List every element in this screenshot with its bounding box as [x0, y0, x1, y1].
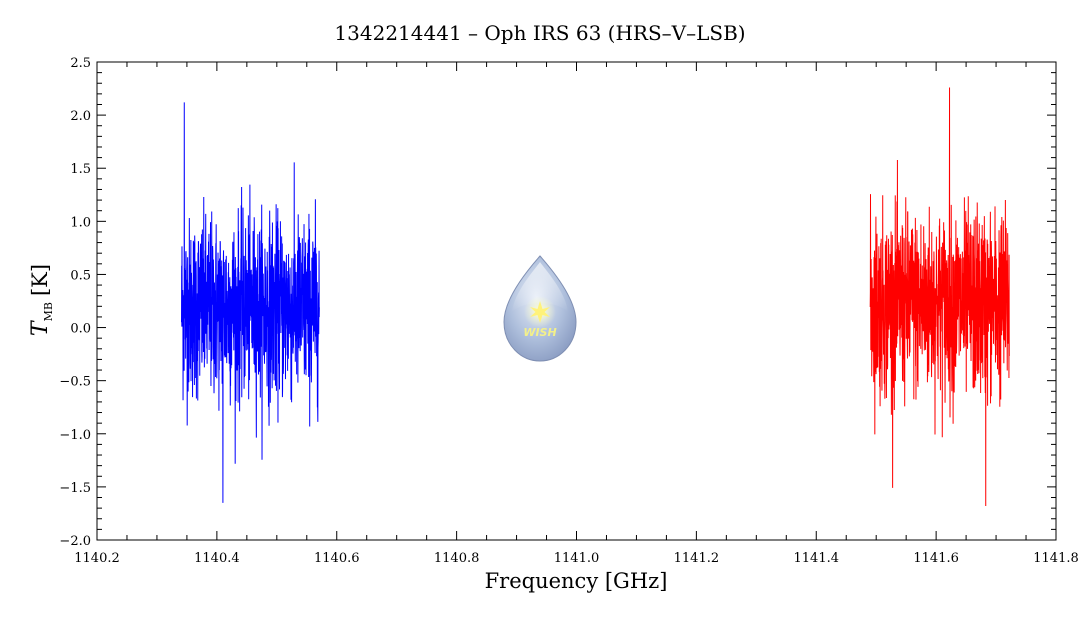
y-tick-label: 0.0 [70, 322, 91, 337]
x-tick-label: 1141.2 [674, 551, 720, 566]
y-axis-label-subscript: MB [42, 302, 55, 321]
y-axis-label: TMB [K] [28, 264, 55, 336]
x-tick-label: 1141.6 [913, 551, 959, 566]
x-tick-label: 1141.0 [554, 551, 600, 566]
chart-title: 1342214441 – Oph IRS 63 (HRS–V–LSB) [334, 21, 745, 45]
x-tick-label: 1140.4 [194, 551, 240, 566]
y-tick-label: −1.0 [59, 428, 91, 443]
y-tick-label: −0.5 [59, 375, 91, 390]
x-tick-label: 1140.6 [314, 551, 360, 566]
y-tick-label: −2.0 [59, 534, 91, 549]
y-tick-label: −1.5 [59, 481, 91, 496]
ticks-layer: 1140.2 1140.4 1140.6 1140.8 1141.0 1141.2 1141… [59, 56, 1078, 566]
wish-logo-highlight [512, 262, 568, 312]
series-line-2 [869, 87, 1010, 507]
x-tick-label: 1140.2 [74, 551, 120, 566]
wish-logo: WISH [503, 255, 577, 362]
y-tick-label: 0.5 [70, 268, 91, 283]
y-tick-label: 2.5 [70, 56, 91, 71]
x-tick-label: 1140.8 [434, 551, 480, 566]
x-tick-label: 1141.8 [1033, 551, 1079, 566]
y-axis-label-symbol: T [28, 319, 53, 336]
wish-logo-text: WISH [523, 326, 556, 339]
x-axis-label: Frequency [GHz] [485, 569, 668, 593]
wish-logo-star-icon [530, 301, 550, 323]
y-tick-label: 1.0 [70, 215, 91, 230]
y-axis-label-unit: [K] [28, 264, 52, 296]
x-tick-label: 1141.4 [794, 551, 840, 566]
series-line-1 [181, 102, 320, 503]
series-layer [181, 87, 1010, 507]
y-tick-label: 2.0 [70, 109, 91, 124]
y-tick-label: 1.5 [70, 162, 91, 177]
